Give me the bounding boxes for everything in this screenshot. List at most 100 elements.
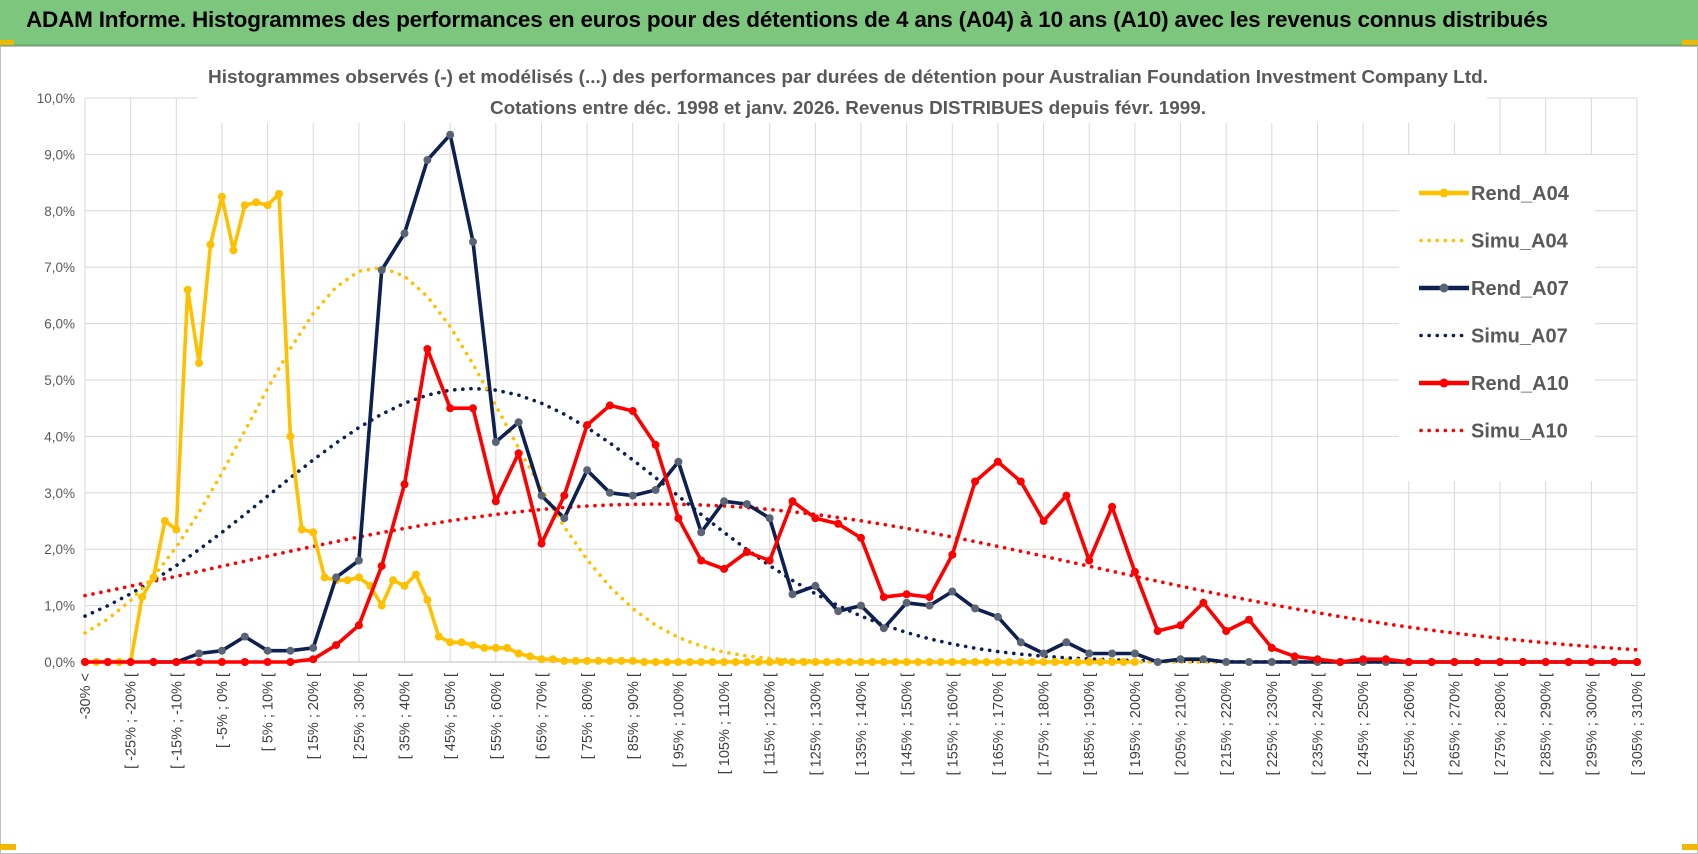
corner-mark-bottom-left — [0, 844, 16, 850]
data-point-rend-a07 — [423, 156, 432, 164]
x-tick-label: [ 175% ; 180% [ — [1037, 673, 1053, 775]
data-point-rend-a04 — [605, 656, 614, 665]
data-point-rend-a10 — [1541, 658, 1550, 666]
x-tick-label: [ 65% ; 70% [ — [534, 673, 550, 759]
data-point-rend-a04 — [571, 656, 580, 665]
data-point-rend-a10 — [583, 421, 592, 430]
data-point-rend-a04 — [720, 658, 729, 666]
x-tick-label: [ 85% ; 90% [ — [626, 673, 642, 759]
data-point-rend-a04 — [1062, 658, 1071, 666]
data-point-rend-a10 — [902, 590, 911, 599]
data-point-rend-a07 — [857, 601, 865, 610]
data-point-rend-a10 — [446, 404, 455, 413]
data-point-rend-a04 — [971, 658, 980, 666]
data-point-rend-a04 — [1005, 658, 1014, 666]
data-point-rend-a07 — [332, 573, 341, 582]
data-point-rend-a07 — [195, 649, 204, 658]
data-point-rend-a10 — [491, 497, 500, 506]
data-point-rend-a10 — [1381, 655, 1390, 664]
data-point-rend-a07 — [605, 488, 614, 497]
data-point-rend-a10 — [811, 514, 820, 523]
data-point-rend-a07 — [651, 486, 660, 494]
x-tick-label: [ 135% ; 140% [ — [854, 673, 870, 775]
data-point-rend-a04 — [879, 658, 888, 666]
x-tick-label: [ 105% ; 110% [ — [717, 673, 733, 774]
y-tick-label: 10,0% — [37, 91, 75, 106]
data-point-rend-a07 — [446, 130, 455, 139]
data-point-rend-a10 — [765, 556, 774, 565]
data-point-rend-a04 — [275, 189, 283, 198]
data-point-rend-a07 — [834, 607, 843, 616]
histogram-chart: 0,0% 1,0% 2,0% 3,0% 4,0% 5,0% 6,0% 7,0% 8,0% 9,0%… — [37, 61, 1646, 775]
data-point-rend-a10 — [1359, 655, 1368, 664]
data-point-rend-a04 — [1130, 658, 1139, 666]
data-point-rend-a10 — [1245, 615, 1253, 624]
data-point-rend-a04 — [457, 638, 466, 647]
data-point-rend-a07 — [1176, 655, 1185, 664]
data-point-rend-a10 — [742, 548, 751, 556]
data-point-rend-a07 — [788, 590, 797, 599]
data-point-rend-a10 — [1176, 621, 1185, 630]
data-point-rend-a04 — [138, 593, 147, 602]
legend-background — [1399, 155, 1595, 481]
legend-marker-rend-a04 — [1439, 188, 1449, 198]
data-point-rend-a10 — [1473, 658, 1482, 666]
data-point-rend-a07 — [1062, 638, 1071, 647]
data-point-rend-a04 — [343, 576, 352, 585]
data-point-rend-a10 — [628, 407, 637, 415]
data-point-rend-a10 — [879, 593, 888, 602]
data-point-rend-a10 — [354, 621, 363, 630]
series-line-rend-a04 — [85, 192, 1135, 664]
x-tick-label: [ 225% ; 230% [ — [1265, 673, 1281, 775]
series-line-simu-a10 — [83, 502, 1639, 652]
data-point-rend-a04 — [799, 658, 808, 666]
data-point-rend-a04 — [765, 658, 774, 666]
data-point-rend-a10 — [172, 658, 181, 666]
data-point-rend-a10 — [514, 449, 523, 458]
data-point-rend-a10 — [1564, 658, 1573, 666]
x-tick-label: [ 275% ; 280% [ — [1493, 673, 1509, 775]
data-point-rend-a10 — [1039, 517, 1048, 525]
data-point-rend-a10 — [149, 658, 158, 666]
data-point-rend-a04 — [183, 285, 192, 294]
data-point-rend-a04 — [172, 525, 181, 534]
data-point-rend-a07 — [765, 514, 774, 523]
banner-title: ADAM Informe. Histogrammes des performan… — [26, 7, 1548, 32]
data-point-rend-a04 — [548, 655, 557, 664]
x-tick-label: [ 95% ; 100% [ — [671, 673, 687, 767]
data-point-rend-a04 — [514, 649, 523, 658]
y-tick-label: 9,0% — [44, 147, 75, 162]
data-point-rend-a07 — [811, 581, 820, 590]
data-point-rend-a07 — [925, 601, 934, 610]
x-tick-label: [ 295% ; 300% [ — [1584, 673, 1600, 775]
data-point-rend-a10 — [126, 658, 135, 666]
data-point-rend-a10 — [377, 562, 386, 571]
data-point-rend-a04 — [731, 658, 740, 666]
data-point-rend-a07 — [560, 514, 569, 523]
data-point-rend-a04 — [1073, 658, 1082, 666]
data-point-rend-a07 — [309, 643, 318, 652]
x-tick-label: [ 115% ; 120% [ — [763, 673, 779, 774]
data-point-rend-a10 — [1222, 627, 1231, 635]
legend-label-rend-a07: Rend_A07 — [1471, 278, 1569, 300]
data-point-rend-a10 — [1267, 643, 1276, 652]
data-point-rend-a10 — [925, 593, 934, 602]
data-point-rend-a07 — [1130, 649, 1139, 658]
data-point-rend-a10 — [720, 564, 729, 573]
x-tick-label: [ -15% ; -10% [ — [169, 673, 185, 769]
data-point-rend-a07 — [240, 632, 249, 641]
data-point-rend-a07 — [400, 229, 409, 238]
y-tick-label: 3,0% — [44, 486, 75, 501]
data-point-rend-a04 — [857, 658, 865, 666]
data-point-rend-a04 — [1108, 658, 1117, 666]
data-point-rend-a04 — [411, 570, 420, 579]
data-point-rend-a04 — [354, 573, 363, 582]
data-point-rend-a10 — [1336, 658, 1345, 666]
data-point-rend-a04 — [195, 359, 204, 368]
data-point-rend-a04 — [320, 573, 329, 582]
data-point-rend-a04 — [206, 240, 215, 249]
data-point-rend-a04 — [993, 658, 1002, 666]
data-point-rend-a10 — [195, 658, 204, 666]
data-point-rend-a07 — [742, 500, 751, 509]
data-point-rend-a10 — [857, 533, 865, 542]
